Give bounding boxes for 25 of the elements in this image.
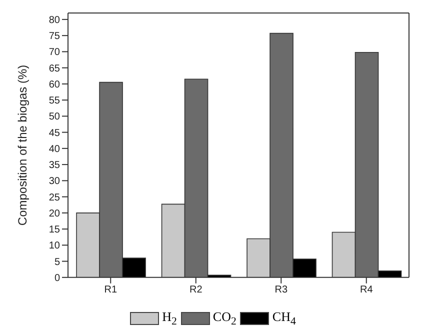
y-tick-label: 55 [48,96,60,107]
y-tick-label: 70 [48,47,60,58]
y-tick-label: 5 [54,256,60,268]
x-tick-label: R2 [189,284,203,296]
x-tick-label: R3 [274,284,288,296]
y-axis-title: Composition of the biogas (%) [15,64,30,226]
y-tick-label: 50 [48,112,60,123]
y-tick-label: 60 [48,79,60,90]
y-tick-label: 45 [48,128,60,139]
y-tick-label: 10 [48,240,60,252]
y-tick-label: 40 [48,144,60,155]
y-tick-label: 25 [48,192,60,204]
y-tick-label: 80 [48,15,60,26]
y-tick-label: 0 [54,272,60,284]
y-tick-label: 35 [48,160,60,172]
y-tick-label: 20 [48,208,60,220]
legend-label: CH$_{4}$ [272,309,296,328]
y-tick-label: 65 [48,63,60,74]
legend-label: H$_{2}$ [162,309,177,328]
legend-label: CO$_{2}$ [212,309,236,328]
y-tick-label: 15 [48,224,60,236]
x-tick-label: R4 [360,284,374,296]
x-tick-label: R1 [104,284,118,296]
y-tick-label: 30 [48,176,60,188]
y-tick-label: 75 [48,31,60,42]
